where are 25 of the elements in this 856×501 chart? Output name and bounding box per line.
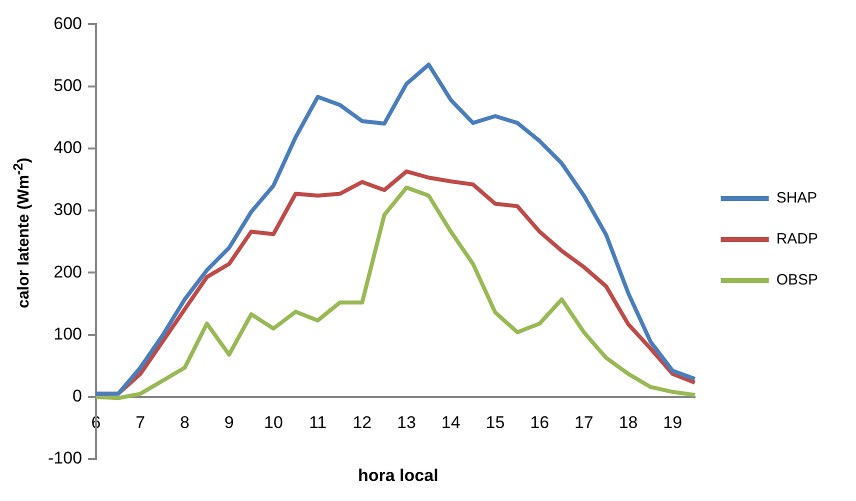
y-tick-label: 600 (54, 14, 82, 33)
y-tick-label: 0 (72, 386, 82, 406)
y-tick-label: 300 (54, 200, 82, 220)
legend-label: OBSP (776, 272, 818, 289)
y-tick-label: 500 (54, 76, 82, 95)
x-tick-label: 12 (352, 412, 372, 432)
y-tick-label: -100 (48, 448, 82, 468)
x-tick-label: 17 (574, 412, 594, 432)
x-tick-label: 9 (224, 412, 234, 432)
x-tick-label: 10 (264, 412, 283, 432)
y-tick-label: 400 (54, 138, 82, 158)
legend-label: RADP (776, 230, 818, 248)
x-tick-label: 16 (530, 412, 550, 432)
x-axis-title: hora local (358, 466, 438, 486)
x-tick-label: 7 (136, 412, 146, 432)
x-tick-label: 13 (397, 412, 416, 432)
x-tick-label: 14 (441, 412, 460, 432)
x-tick-label: 15 (486, 412, 505, 432)
x-tick-label: 11 (308, 412, 327, 432)
y-tick-label: 100 (54, 324, 82, 344)
legend-label: SHAP (776, 190, 818, 207)
x-tick-label: 18 (618, 412, 638, 432)
x-tick-label: 8 (180, 412, 190, 432)
y-tick-label: 200 (54, 262, 82, 282)
x-tick-label: 19 (663, 412, 682, 432)
